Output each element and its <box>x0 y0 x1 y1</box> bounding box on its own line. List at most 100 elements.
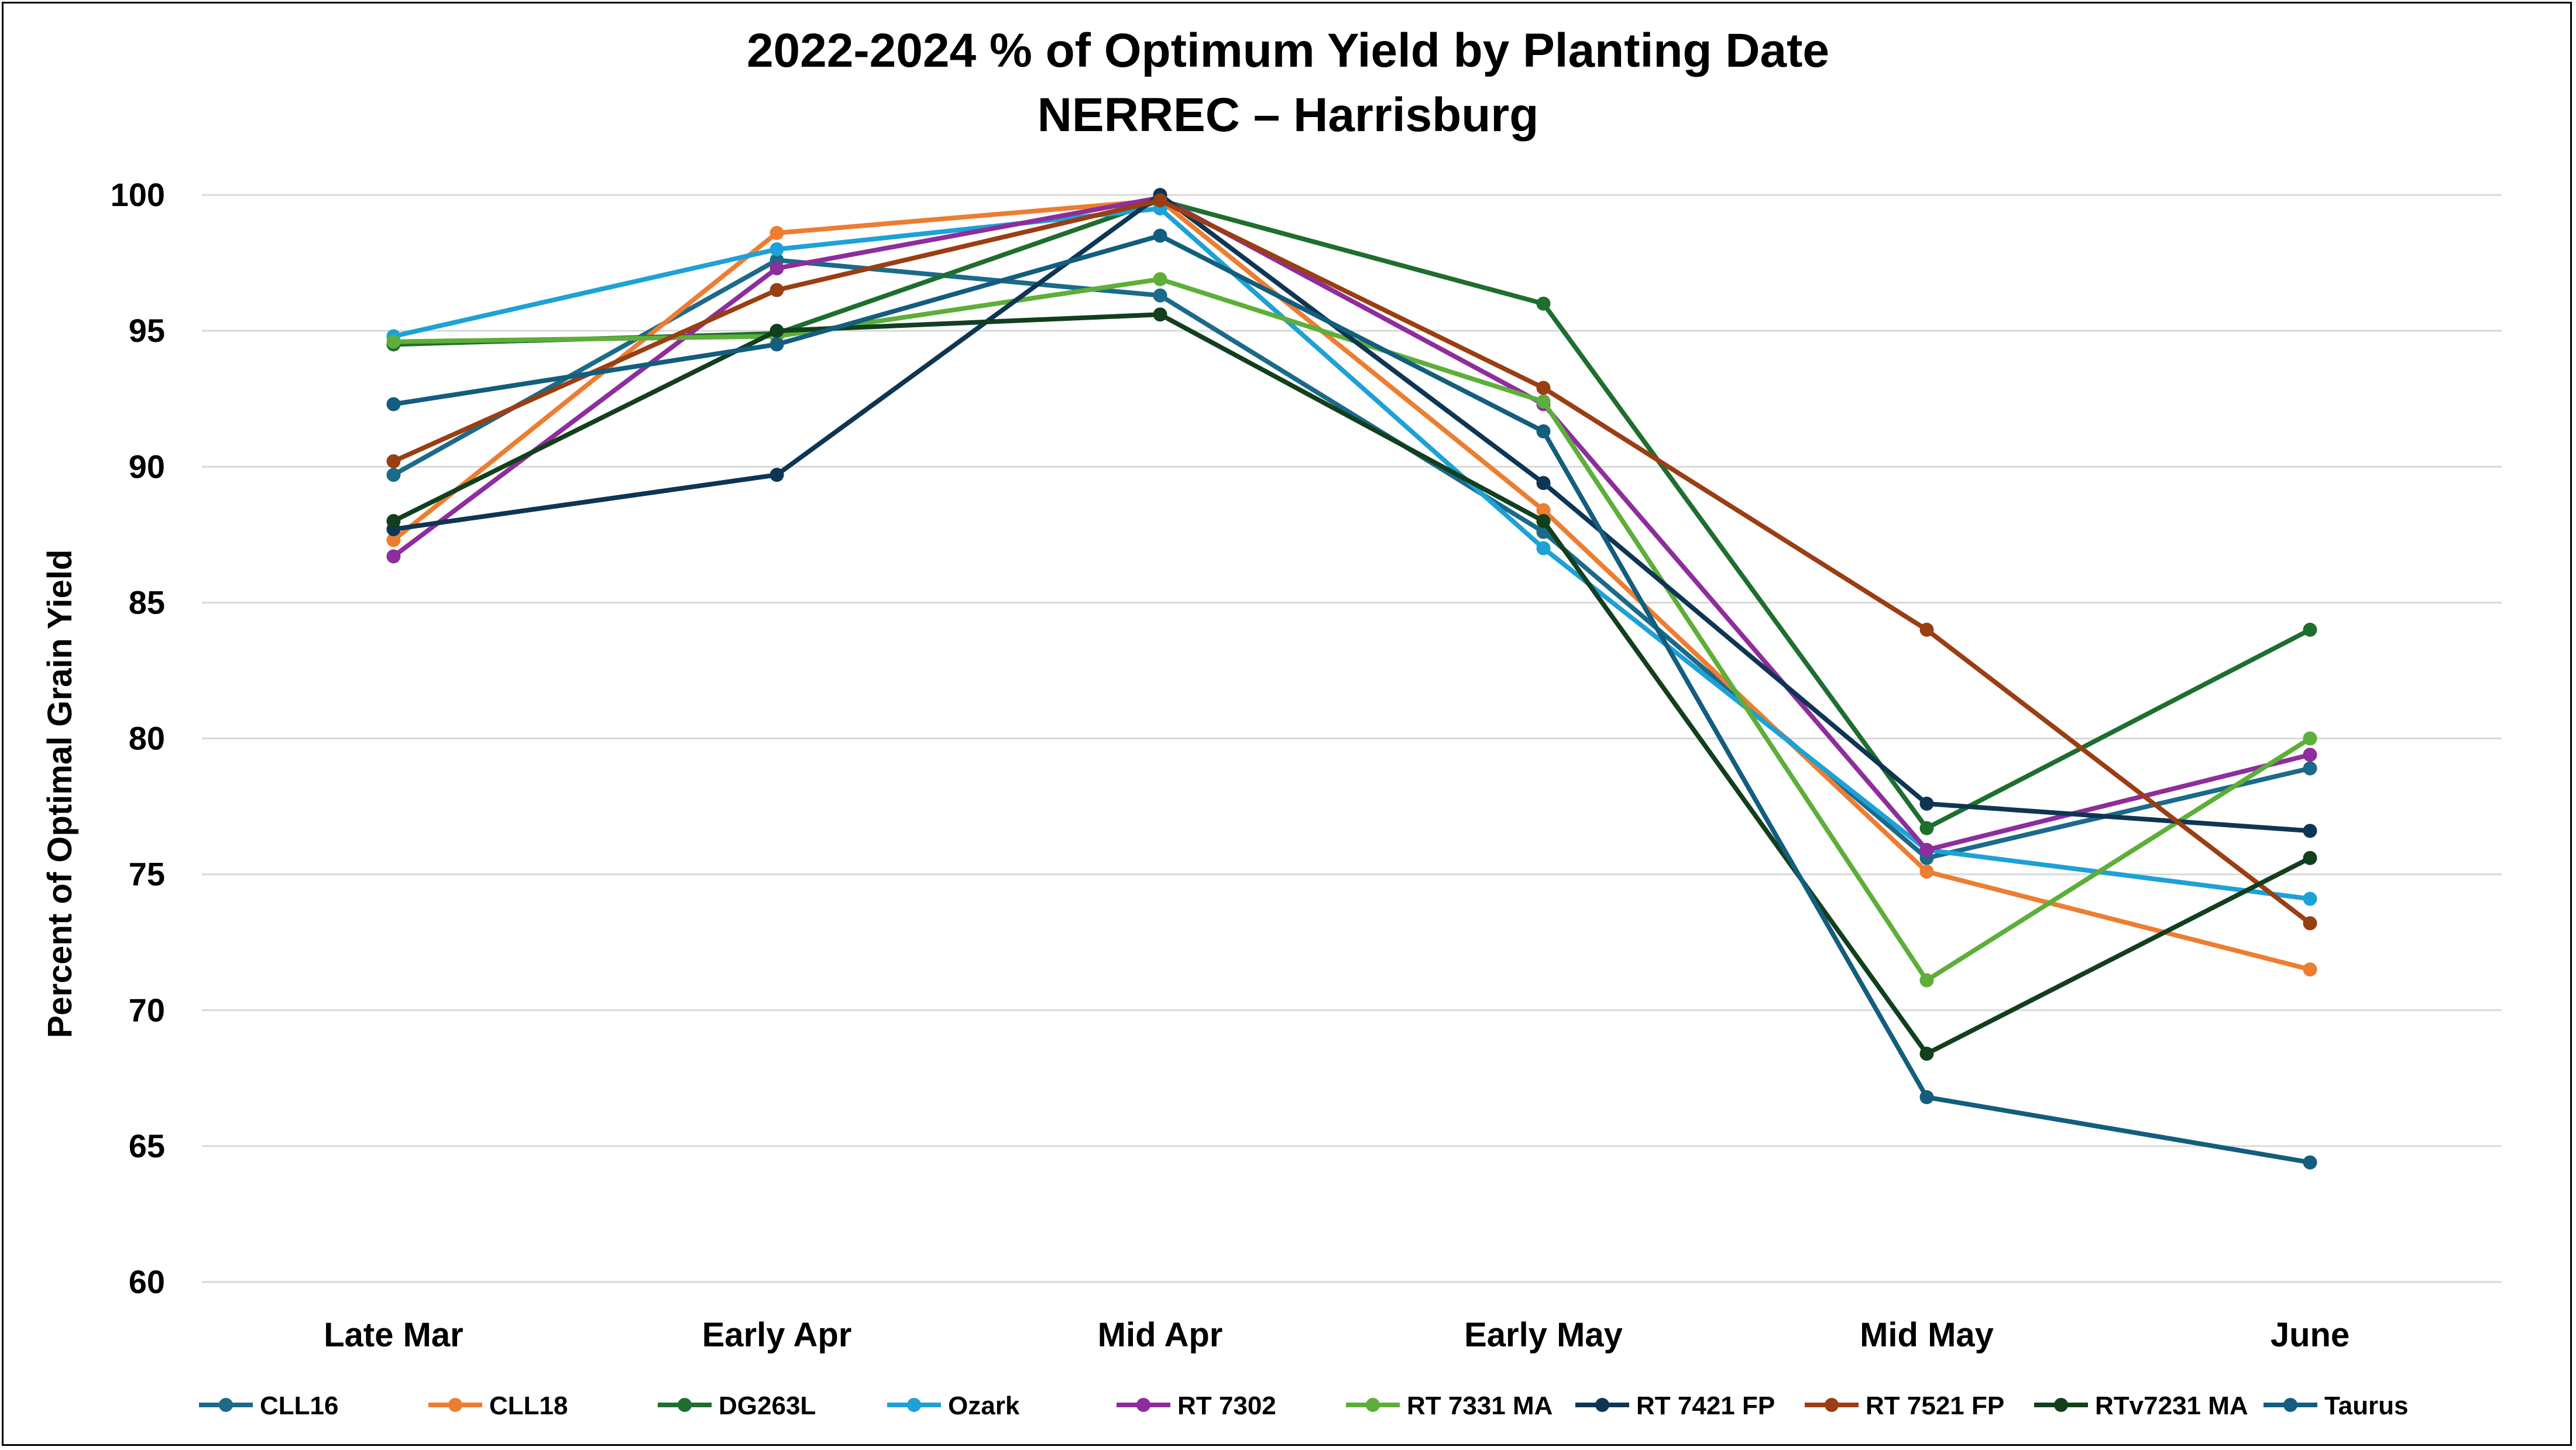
x-axis-tick-labels: Late Mar Early Apr Mid Apr Early May Mid May… <box>324 1316 2350 1354</box>
legend-label: Ozark <box>948 1391 1020 1420</box>
y-tick-label: 75 <box>129 856 165 893</box>
data-point <box>1153 288 1167 303</box>
legend: CLL16 CLL18 DG263L Ozark RT 7302 RT 7331 MA RT… <box>199 1391 2408 1420</box>
data-point <box>1536 541 1551 556</box>
legend-label: CLL16 <box>260 1391 338 1420</box>
series-line <box>391 198 2313 926</box>
data-point <box>2303 916 2317 931</box>
data-point <box>2303 892 2317 906</box>
data-point <box>770 324 784 338</box>
legend-label: RT 7302 <box>1177 1391 1276 1420</box>
y-axis-label: Percent of Optimal Grain Yield <box>41 550 79 1038</box>
data-point <box>2303 622 2317 637</box>
legend-label: RTv7231 MA <box>2095 1391 2248 1420</box>
y-tick-label: 85 <box>129 584 165 621</box>
data-point <box>1153 307 1167 322</box>
data-point <box>2303 824 2317 838</box>
legend-swatch-marker <box>2283 1398 2297 1412</box>
chart-subtitle: NERREC – Harrisburg <box>1037 88 1539 142</box>
data-point <box>1919 821 1934 835</box>
data-point <box>386 549 401 564</box>
data-point <box>386 468 401 482</box>
data-point <box>1536 296 1551 311</box>
data-point <box>1536 503 1551 517</box>
legend-item: DG263L <box>658 1391 816 1420</box>
y-tick-label: 80 <box>129 720 165 757</box>
legend-swatch-marker <box>678 1398 692 1412</box>
legend-swatch-marker <box>907 1398 921 1412</box>
data-point <box>386 334 401 349</box>
legend-swatch-marker <box>448 1398 462 1412</box>
legend-swatch-marker <box>1595 1398 1609 1412</box>
data-point <box>1153 228 1167 243</box>
legend-item: RT 7421 FP <box>1575 1391 1775 1420</box>
series-line <box>391 312 2313 1057</box>
series-rt-7421-fp <box>386 188 2317 838</box>
data-point <box>1919 796 1934 811</box>
data-point <box>386 454 401 468</box>
legend-item: CLL18 <box>428 1391 568 1420</box>
data-point <box>1536 424 1551 438</box>
data-point <box>2303 851 2317 865</box>
series-rt-7521-fp <box>386 193 2317 931</box>
legend-label: CLL18 <box>489 1391 568 1420</box>
series-line <box>391 206 2313 901</box>
data-point <box>770 283 784 297</box>
chart-title: 2022-2024 % of Optimum Yield by Planting… <box>746 24 1830 77</box>
gridlines <box>202 194 2502 1283</box>
data-point <box>1153 193 1167 208</box>
y-tick-label: 90 <box>129 448 165 485</box>
legend-item: RT 7521 FP <box>1805 1391 2004 1420</box>
series-cll18 <box>386 193 2317 977</box>
legend-label: DG263L <box>719 1391 816 1420</box>
legend-swatch-marker <box>1366 1398 1380 1412</box>
y-tick-label: 100 <box>111 176 165 213</box>
x-tick-label: Early Apr <box>702 1316 852 1354</box>
data-point <box>2303 731 2317 746</box>
y-axis-tick-labels: 60 65 70 75 80 85 90 95 100 <box>111 176 165 1300</box>
legend-item: Taurus <box>2264 1391 2408 1420</box>
series-rtv7231-ma <box>386 307 2317 1061</box>
y-tick-label: 95 <box>129 312 165 349</box>
data-point <box>2303 748 2317 762</box>
legend-item: RT 7331 MA <box>1346 1391 1553 1420</box>
data-point <box>386 514 401 529</box>
data-point <box>1536 381 1551 395</box>
y-tick-label: 60 <box>129 1263 165 1300</box>
y-tick-label: 70 <box>129 992 165 1029</box>
data-point <box>770 468 784 482</box>
data-point <box>386 397 401 412</box>
series-taurus <box>386 228 2317 1170</box>
data-point <box>770 337 784 352</box>
data-point <box>1153 272 1167 286</box>
data-point <box>2303 962 2317 977</box>
series-rt-7302 <box>386 190 2317 857</box>
data-point <box>2303 1155 2317 1170</box>
legend-swatch-marker <box>1825 1398 1839 1412</box>
data-point <box>1919 973 1934 988</box>
data-point <box>770 261 784 276</box>
legend-swatch-marker <box>1136 1398 1150 1412</box>
legend-swatch-marker <box>219 1398 233 1412</box>
data-point <box>1919 864 1934 879</box>
data-point <box>1919 1090 1934 1105</box>
data-series <box>386 188 2317 1170</box>
series-line <box>391 233 2313 1165</box>
series-ozark <box>386 201 2317 906</box>
series-line <box>391 193 2313 834</box>
legend-label: RT 7421 FP <box>1636 1391 1775 1420</box>
legend-item: Ozark <box>887 1391 1020 1420</box>
x-tick-label: Mid Apr <box>1098 1316 1223 1354</box>
data-point <box>770 225 784 240</box>
data-point <box>1919 1047 1934 1061</box>
x-tick-label: Late Mar <box>324 1316 463 1354</box>
legend-item: RTv7231 MA <box>2034 1391 2248 1420</box>
data-point <box>1919 622 1934 637</box>
x-tick-label: Mid May <box>1860 1316 1994 1354</box>
data-point <box>770 242 784 256</box>
x-tick-label: June <box>2271 1316 2350 1354</box>
data-point <box>1536 476 1551 491</box>
y-tick-label: 65 <box>129 1127 165 1164</box>
